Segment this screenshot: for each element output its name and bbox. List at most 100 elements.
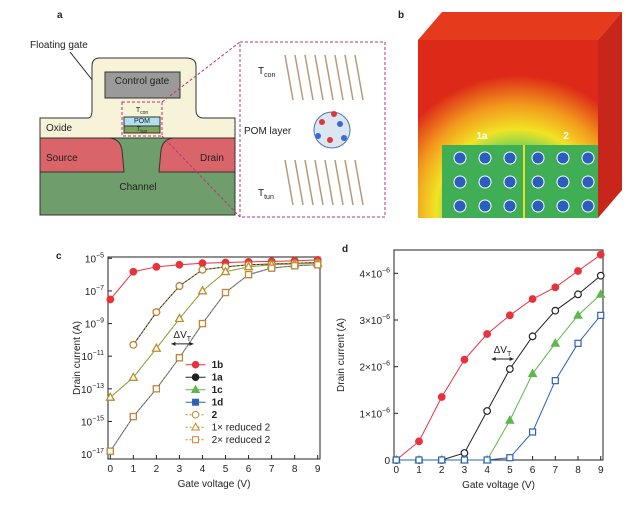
drain bbox=[158, 137, 236, 173]
marker bbox=[105, 392, 116, 401]
label: Floating gate bbox=[30, 40, 88, 51]
annotation: ΔVT bbox=[494, 345, 512, 358]
legend-label: 1× reduced 2 bbox=[212, 423, 271, 434]
marker bbox=[551, 306, 560, 315]
x-tick-label: 7 bbox=[553, 465, 559, 476]
marker bbox=[506, 454, 514, 462]
subscript: con bbox=[264, 72, 275, 79]
x-tick-label: 5 bbox=[223, 464, 229, 475]
legend-marker bbox=[190, 422, 201, 431]
label: Control gate bbox=[115, 76, 170, 87]
marker bbox=[505, 415, 515, 424]
label: T bbox=[258, 188, 264, 199]
y-tick-label: 2×10−6 bbox=[359, 361, 390, 374]
orbitals bbox=[453, 151, 595, 213]
marker bbox=[129, 412, 137, 421]
y-tick-label: 10−17 bbox=[81, 448, 104, 461]
series-line bbox=[395, 254, 602, 461]
y-axis-label: Drain current (A) bbox=[336, 318, 347, 392]
series-line bbox=[396, 293, 602, 461]
y-axis-label: Drain current (A) bbox=[72, 321, 83, 395]
plot-frame bbox=[393, 249, 604, 461]
marker bbox=[198, 265, 207, 274]
x-tick-label: 8 bbox=[292, 464, 298, 475]
marker bbox=[129, 267, 138, 276]
marker bbox=[198, 259, 207, 268]
marker bbox=[243, 261, 254, 271]
series-line bbox=[396, 275, 602, 461]
y-tick-label: 10−5 bbox=[85, 252, 104, 265]
subscript: tun bbox=[264, 194, 274, 201]
x-tick-label: 3 bbox=[177, 464, 183, 475]
marker bbox=[221, 288, 230, 297]
chart: d 0 1 2 3 4 5 6 7 8 9 0 1×10−6 2×10−6 3×10−6 4×10−6 Gate… bbox=[336, 244, 606, 491]
marker bbox=[551, 377, 559, 385]
x-tick-label: 4 bbox=[484, 465, 490, 476]
marker bbox=[597, 311, 605, 319]
y-tick-label: 10−11 bbox=[82, 350, 105, 363]
marker bbox=[129, 340, 138, 349]
marker bbox=[152, 308, 161, 317]
y-tick-label: 4×10−6 bbox=[359, 267, 390, 280]
label: Drain bbox=[200, 153, 224, 164]
x-tick-label: 6 bbox=[246, 464, 252, 475]
legend-marker bbox=[191, 410, 200, 419]
marker bbox=[268, 264, 276, 272]
x-tick-label: 2 bbox=[439, 465, 445, 476]
y-tick-label: 0 bbox=[384, 456, 390, 467]
marker bbox=[437, 393, 446, 401]
source bbox=[39, 137, 125, 173]
x-tick-label: 7 bbox=[269, 464, 275, 475]
subscript: tun bbox=[140, 129, 147, 135]
pom-cluster bbox=[313, 111, 351, 149]
series-line bbox=[396, 315, 602, 461]
label: POM layer bbox=[244, 126, 292, 137]
annotation-text: ΔV bbox=[494, 345, 508, 356]
y-tick-label: 10−13 bbox=[81, 383, 104, 396]
marker bbox=[415, 456, 423, 464]
x-tick-label: 1 bbox=[416, 465, 422, 476]
panel-letter: a bbox=[57, 10, 63, 21]
label: Tcon bbox=[136, 107, 149, 116]
marker bbox=[527, 368, 538, 378]
marker bbox=[197, 285, 208, 295]
marker bbox=[574, 339, 582, 347]
marker bbox=[574, 267, 582, 275]
x-tick-label: 9 bbox=[598, 465, 604, 476]
legend-marker bbox=[191, 360, 200, 369]
marker bbox=[551, 283, 560, 292]
marker bbox=[128, 372, 139, 381]
label: Ttun bbox=[137, 127, 148, 135]
orbital-panel bbox=[442, 145, 598, 218]
marker bbox=[198, 319, 207, 328]
label: Channel bbox=[119, 182, 156, 193]
marker bbox=[175, 354, 184, 362]
legend-marker bbox=[192, 436, 200, 444]
series-line bbox=[109, 259, 318, 300]
marker bbox=[483, 456, 491, 464]
marker bbox=[314, 261, 322, 269]
legend-marker bbox=[190, 384, 201, 394]
marker bbox=[152, 385, 160, 393]
series-line bbox=[109, 264, 318, 452]
x-axis-label: Gate voltage (V) bbox=[462, 480, 535, 491]
panel-a: a Floating gate Control gate Tcon POM Tt… bbox=[30, 10, 386, 218]
panel-letter: c bbox=[56, 251, 62, 262]
marker bbox=[175, 260, 184, 269]
x-tick-label: 0 bbox=[108, 464, 114, 475]
marker bbox=[528, 428, 537, 436]
series-line bbox=[109, 262, 318, 398]
marker bbox=[415, 437, 423, 446]
marker bbox=[175, 282, 184, 290]
marker bbox=[392, 456, 400, 464]
subscript: con bbox=[140, 110, 148, 116]
marker bbox=[505, 365, 514, 373]
legend-label: 1b bbox=[212, 360, 224, 371]
x-tick-label: 1 bbox=[131, 464, 137, 475]
legend-label: 2× reduced 2 bbox=[212, 435, 271, 446]
label: Oxide bbox=[46, 123, 73, 134]
chart: c 0 1 2 3 4 5 6 7 8 9 10−5 10−7 10−9 10−11 10−13 10−15 10… bbox=[56, 251, 323, 490]
x-tick-label: 6 bbox=[530, 465, 536, 476]
y-tick-label: 10−7 bbox=[85, 285, 104, 298]
